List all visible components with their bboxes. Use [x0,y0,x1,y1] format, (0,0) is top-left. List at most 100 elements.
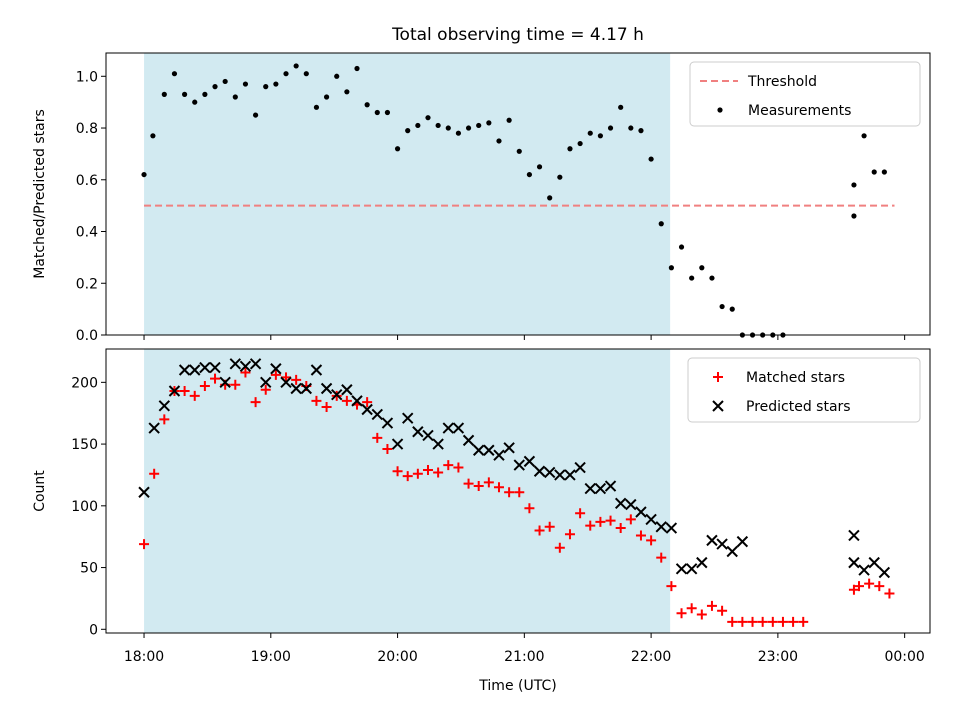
data-point [523,455,536,468]
data-point [141,171,147,178]
data-point [717,605,728,616]
data-point [645,513,657,526]
y-tick-label: 50 [80,561,98,577]
data-point [212,84,218,90]
axes-frame [105,348,931,634]
data-point [181,91,188,97]
y-tick-label: 1.0 [76,69,98,85]
data-point [719,303,725,310]
data-point [884,588,895,599]
data-point [594,482,607,495]
data-point [283,71,289,77]
data-point [300,382,313,395]
data-point [364,102,370,108]
data-point [483,477,494,488]
data-point [848,556,860,569]
data-point [513,459,525,471]
data-point [486,120,492,126]
data-point [655,521,667,533]
data-point [240,367,251,378]
x-tick-label: 00:00 [884,649,924,665]
data-point [476,122,482,129]
y-tick-label: 200 [71,375,98,391]
data-point [625,514,636,525]
data-point [685,563,698,575]
data-point [189,390,200,401]
data-point [864,578,875,589]
data-point [371,408,383,421]
data-point [574,461,586,474]
y-tick-label: 0.0 [76,328,98,344]
data-point [554,542,565,553]
data-point [757,616,768,627]
data-point [158,400,171,412]
data-point [405,128,411,134]
data-point [557,174,563,180]
data-point [514,487,525,498]
y-tick-label: 0.6 [76,173,98,189]
data-point [858,564,870,576]
observing-span-shade [144,53,671,335]
data-point [871,169,877,175]
data-point [587,130,593,136]
data-point [729,306,735,312]
data-point [854,581,865,592]
data-point [159,414,170,425]
data-point [534,525,545,536]
data-point [422,465,433,476]
data-point [168,385,181,397]
series-predicted-stars [138,358,891,579]
data-point [848,529,860,542]
data-point [412,468,423,479]
data-point [273,81,279,87]
data-point [861,133,867,139]
data-point [192,99,198,105]
data-point [189,364,201,376]
x-tick-label: 18:00 [124,649,164,665]
data-point [465,125,472,131]
data-point [442,422,454,434]
data-point [696,609,707,620]
data-point [138,486,150,498]
data-point [851,182,857,188]
data-point [736,535,749,548]
y-tick-label: 0.2 [76,276,98,292]
x-tick-label: 22:00 [631,649,671,665]
data-point [788,616,799,627]
legend-label: Matched stars [746,370,845,386]
y-tick-label: 0 [89,622,98,638]
data-point [533,465,546,477]
data-point [311,395,322,406]
data-point [394,146,401,152]
data-point [432,438,444,450]
data-point [554,469,566,481]
data-point [483,444,495,456]
data-point [658,221,664,227]
data-point [291,374,302,385]
data-point [575,508,586,519]
data-point [199,381,210,392]
data-point [229,358,242,370]
data-point [504,487,515,498]
data-point [874,581,885,592]
data-point [210,373,221,384]
data-point [303,71,309,77]
series-measurements [141,63,887,338]
data-point [222,78,228,85]
data-point [281,372,292,383]
data-point [382,444,393,455]
data-point [678,244,685,250]
data-point [354,65,360,72]
data-point [656,552,667,563]
data-point [150,133,156,139]
data-point [544,521,555,532]
data-point [402,412,414,424]
data-point [878,566,891,579]
data-point [381,417,394,429]
data-point [577,140,583,147]
data-point [524,503,535,514]
data-point [526,171,533,178]
data-point [310,364,323,376]
data-point [585,520,596,531]
y-axis-label: Matched/Predicted stars [32,109,48,279]
